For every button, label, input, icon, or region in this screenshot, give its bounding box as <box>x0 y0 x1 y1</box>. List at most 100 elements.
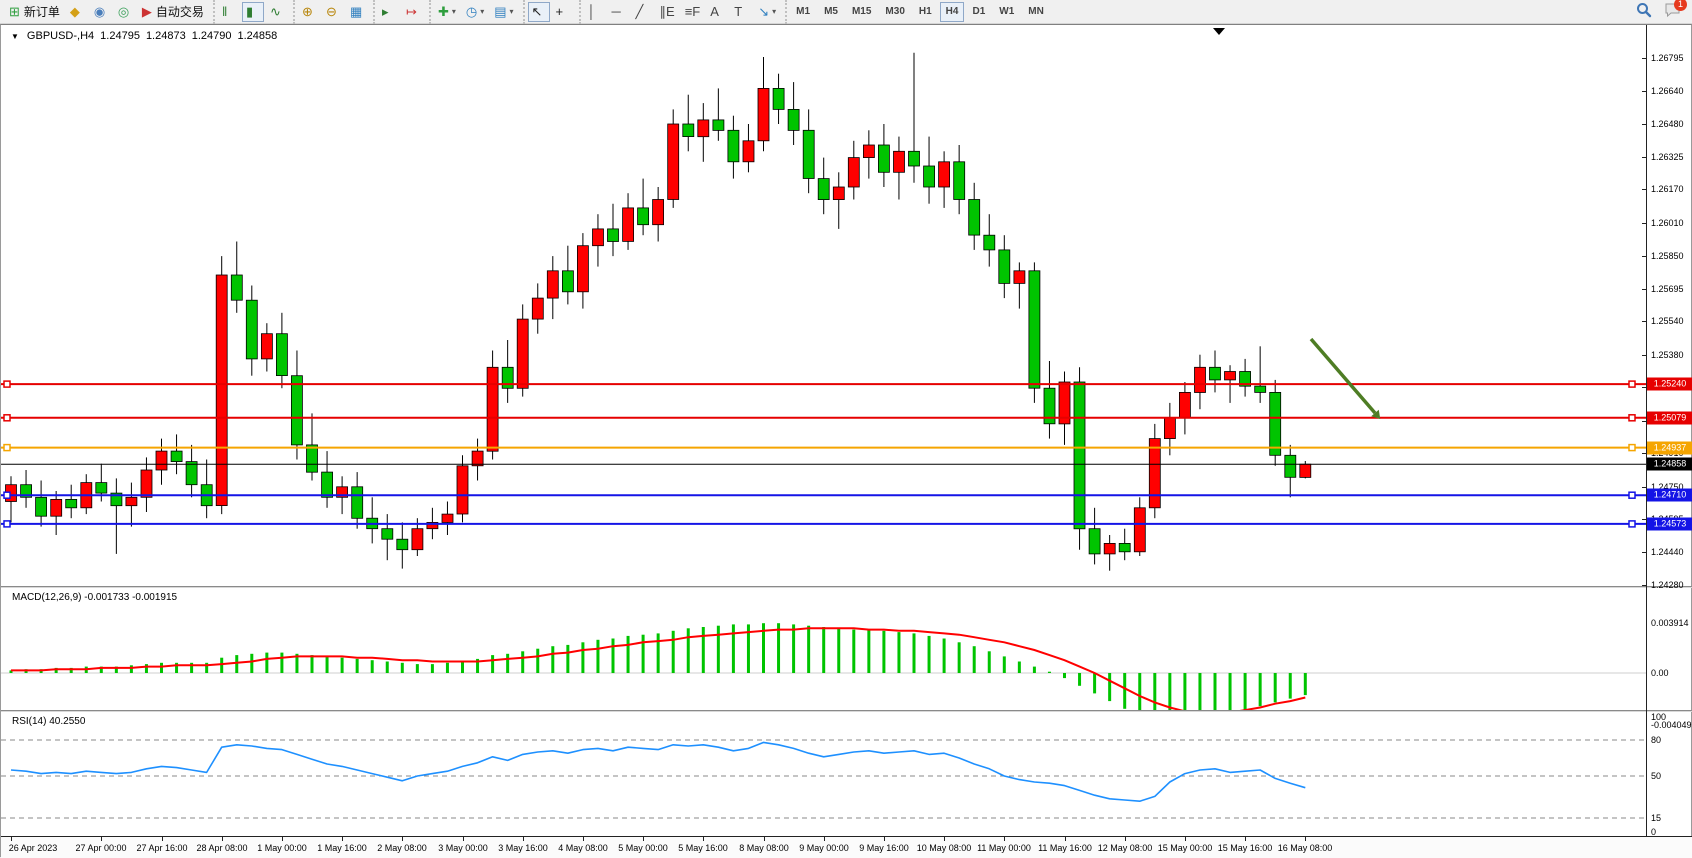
candle-body <box>531 297 544 320</box>
line-drag-handle[interactable] <box>1628 414 1636 422</box>
bar-chart-button[interactable]: ‖ <box>218 2 240 22</box>
line-drag-handle[interactable] <box>1628 491 1636 499</box>
line-drag-handle[interactable] <box>3 414 11 422</box>
arrows-button[interactable]: ↘ ▾ <box>754 2 780 22</box>
timeframe-w1[interactable]: W1 <box>999 6 1015 17</box>
search-button[interactable] <box>1636 2 1652 23</box>
timeframe-h1[interactable]: H1 <box>918 6 932 17</box>
vps-button[interactable]: ◉ <box>90 2 112 22</box>
line-chart-button[interactable]: ∿ <box>266 2 288 22</box>
horizontal-level-lines[interactable] <box>1 380 1646 528</box>
pane-separator[interactable] <box>1 710 1692 712</box>
price-tick-mark <box>1642 289 1646 290</box>
time-axis[interactable]: 26 Apr 2023 27 Apr 00:00 27 Apr 16:00 28 Ap… <box>1 836 1692 858</box>
candle-body <box>35 496 47 517</box>
candle-body <box>321 471 334 498</box>
horizontal-line-button[interactable]: ─ <box>608 2 630 22</box>
arrow-objects-icon: ↘ <box>758 3 770 19</box>
line-drag-handle[interactable] <box>3 380 11 388</box>
zoom-out-button[interactable]: ⊖ <box>322 2 344 22</box>
timeframe-mn[interactable]: MN <box>1028 6 1044 17</box>
channel-button[interactable]: ∥E <box>656 2 679 22</box>
time-axis-label: 27 Apr 00:00 <box>75 843 127 853</box>
candle-body <box>757 88 770 142</box>
search-icon <box>1637 2 1652 17</box>
candle-body <box>1073 381 1086 530</box>
price-axis-tick: 1.25850 <box>1651 251 1684 261</box>
candle-body <box>50 498 63 517</box>
time-tick-mark <box>402 837 403 841</box>
chart-type-group: ‖ ▮ ∿ <box>212 0 291 24</box>
line-drag-handle[interactable] <box>1628 443 1636 452</box>
cursor-button[interactable]: ↖ <box>527 1 550 22</box>
candle-body <box>1179 391 1191 418</box>
rsi-indicator-pane[interactable] <box>1 712 1646 836</box>
timeframe-m1[interactable]: M1 <box>796 6 811 17</box>
time-axis-label: 28 Apr 08:00 <box>196 843 248 853</box>
text-label-button[interactable]: T <box>730 2 752 22</box>
indicators-button[interactable]: ✚ ▾ <box>434 2 460 22</box>
tile-windows-button[interactable]: ▦ <box>346 2 368 22</box>
text-label-icon: T <box>734 3 743 19</box>
candle-body <box>426 521 439 530</box>
chevron-down-icon[interactable]: ▾ <box>509 7 514 16</box>
new-order-button[interactable]: ⊞ 新订单 <box>5 2 64 22</box>
pane-separator[interactable] <box>1 586 1692 588</box>
candle-body <box>65 498 78 509</box>
price-axis-tick: 1.26795 <box>1651 53 1684 63</box>
gold-icon: ◆ <box>69 3 80 19</box>
candle-body <box>441 513 454 523</box>
timeframe-group: M1 M5 M15 M30 H1 H4 D1 W1 MN <box>785 0 1053 24</box>
arrowhead <box>1371 409 1381 420</box>
broadcast-icon: ◎ <box>117 3 130 19</box>
timeframe-m5[interactable]: M5 <box>824 6 838 17</box>
price-tick-mark <box>1642 421 1646 422</box>
price-axis-tick: 1.25695 <box>1651 284 1684 294</box>
timeframe-d1[interactable]: D1 <box>972 6 986 17</box>
chart-shift-button[interactable]: ↦ <box>402 2 424 22</box>
symbol-dropdown-caret[interactable]: ▼ <box>11 31 19 41</box>
vertical-line-button[interactable]: │ <box>584 2 606 22</box>
candle-body <box>637 207 649 226</box>
trendline-button[interactable]: ╱ <box>632 2 654 22</box>
chevron-down-icon[interactable]: ▾ <box>480 7 485 16</box>
autotrading-button[interactable]: ▶ 自动交易 <box>138 2 208 22</box>
timeframe-h4[interactable]: H4 <box>939 1 965 22</box>
line-drag-handle[interactable] <box>3 520 11 528</box>
line-drag-handle[interactable] <box>1628 380 1636 388</box>
timeframe-m15[interactable]: M15 <box>851 6 872 17</box>
candle-body <box>998 249 1011 284</box>
autotrading-button-label: 自动交易 <box>155 5 204 19</box>
auto-scroll-button[interactable]: ▸ <box>378 2 400 22</box>
notifications-button[interactable]: 1 <box>1664 0 1687 23</box>
main-price-chart[interactable] <box>1 25 1646 586</box>
arrow-annotation[interactable] <box>1309 337 1381 420</box>
text-button[interactable]: A <box>706 2 728 22</box>
zoom-in-button[interactable]: ⊕ <box>298 2 320 22</box>
candle-body <box>802 129 815 179</box>
crosshair-button[interactable]: + <box>552 2 574 22</box>
line-drag-handle[interactable] <box>3 443 11 452</box>
chart-shift-marker[interactable] <box>1213 28 1225 35</box>
candle-body <box>697 119 710 138</box>
candle-body <box>290 375 303 446</box>
signals-button[interactable]: ◎ <box>114 2 136 22</box>
periods-button[interactable]: ◷ ▾ <box>462 2 488 22</box>
templates-button[interactable]: ▤ ▾ <box>490 2 517 22</box>
time-axis-label: 12 May 08:00 <box>1097 843 1153 853</box>
candle-body <box>155 450 168 471</box>
price-line-label: 1.25240 <box>1647 377 1692 391</box>
candle-body <box>215 274 228 507</box>
timeframe-m30[interactable]: M30 <box>885 6 905 17</box>
line-drag-handle[interactable] <box>1628 520 1636 528</box>
price-tick-mark <box>1642 519 1646 520</box>
price-line-label: 1.24710 <box>1647 488 1692 502</box>
fibonacci-button[interactable]: ≡F <box>681 2 705 22</box>
candlestick-chart-button[interactable]: ▮ <box>241 1 264 22</box>
macd-indicator-pane[interactable] <box>1 588 1646 710</box>
ohlc-close: 1.24858 <box>237 30 278 42</box>
chevron-down-icon[interactable]: ▾ <box>772 7 777 16</box>
line-drag-handle[interactable] <box>3 491 11 499</box>
chevron-down-icon[interactable]: ▾ <box>451 7 456 16</box>
market-watch-button[interactable]: ◆ <box>66 2 88 22</box>
